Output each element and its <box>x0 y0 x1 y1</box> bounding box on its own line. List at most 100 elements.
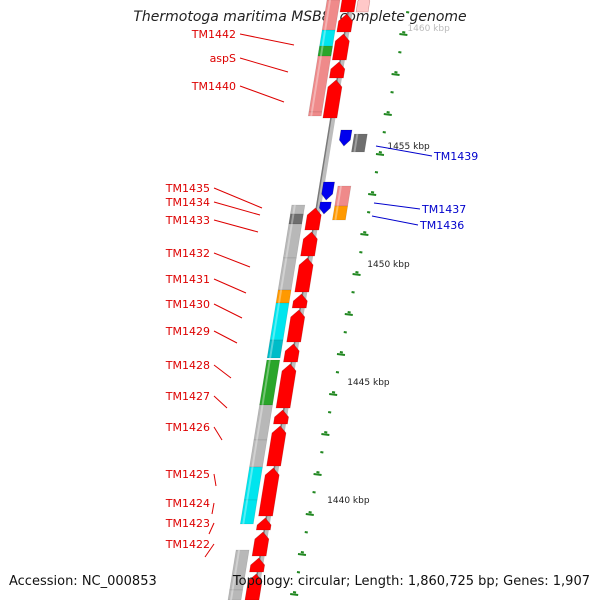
feature-block-tm1426 <box>249 439 268 468</box>
minor-tick <box>335 371 340 374</box>
feature-block-tm1439-shine <box>353 134 359 152</box>
feature-block-tm1424 <box>239 499 258 525</box>
feature-block-tm1426-shine <box>251 440 258 467</box>
leader-tm1434 <box>213 201 261 216</box>
minor-tick <box>320 451 324 454</box>
minor-tick <box>359 251 363 254</box>
leader-tm1440 <box>239 85 285 103</box>
forward-arrow-5 <box>304 207 322 231</box>
gene-label-tm1436: TM1436 <box>419 219 464 232</box>
gene-label-tm1425: TM1425 <box>165 468 210 481</box>
feature-block-tm1440 <box>307 111 323 117</box>
feature-block-top-shine <box>324 0 331 30</box>
forward-arrow-1 <box>336 13 353 33</box>
feature-block-tm1432 <box>277 257 297 291</box>
feature-block-tm1435-shine <box>292 205 296 214</box>
forward-arrow-17 <box>249 557 265 573</box>
label-leaders <box>204 33 433 558</box>
feature-block-tm1440-shine <box>310 112 313 116</box>
minor-tick <box>343 331 347 334</box>
forward-arrow-18 <box>244 573 263 600</box>
leader-tm1427 <box>213 395 228 409</box>
minor-tick <box>382 131 386 134</box>
feature-block-tm1432-shine <box>280 258 288 290</box>
map-title: Thermotoga maritima MSB8, complete genom… <box>133 9 467 25</box>
leader-tm1423 <box>208 522 215 535</box>
forward-arrow-12 <box>273 409 289 425</box>
minor-tick <box>331 391 336 394</box>
leader-tm1422 <box>204 543 215 558</box>
feature-block-top <box>321 0 341 31</box>
forward-arrow-8 <box>291 293 308 309</box>
forward-arrow-6 <box>300 231 318 257</box>
forward-arrow-10 <box>283 343 300 363</box>
feature-block-tm1422 <box>227 589 243 600</box>
leader-tm1430 <box>213 303 243 319</box>
gene-label-tm1429: TM1429 <box>165 325 210 338</box>
genome-summary-text: Topology: circular; Length: 1,860,725 bp… <box>232 574 590 589</box>
feature-block-tm1424-shine <box>242 500 249 524</box>
feature-block-green-strip-shine <box>319 46 324 56</box>
tick-track: 1460 kbp 1455 kbp 1450 kbp 1445 kbp 1440 kbp <box>290 11 450 596</box>
minor-tick <box>366 211 371 214</box>
major-tick <box>290 593 299 596</box>
minor-tick <box>308 511 312 514</box>
minor-tick <box>327 411 332 414</box>
minor-tick <box>347 311 351 314</box>
feature-block-tm1434 <box>288 213 304 225</box>
leader-tm1439 <box>375 145 433 157</box>
feature-block-tm1430 <box>269 302 290 341</box>
leader-tm1442 <box>239 33 295 46</box>
feature-block-tm1427-shine <box>255 405 264 440</box>
feature-block-tm1437-shine <box>336 186 342 206</box>
reverse-arrow-tm1439 <box>339 129 353 147</box>
gene-label-tm1423: TM1423 <box>165 517 210 530</box>
forward-arrow-15 <box>255 517 272 531</box>
feature-block-tm1431 <box>275 289 292 304</box>
leader-tm1428 <box>213 364 232 379</box>
feature-block-tm1434-shine <box>290 214 295 224</box>
gene-arrows <box>244 0 371 600</box>
feature-block-tm1433-shine <box>285 224 293 258</box>
leader-tm1431 <box>213 278 247 294</box>
leader-tm1433 <box>213 219 259 233</box>
minor-tick <box>351 291 355 294</box>
major-tick <box>344 313 353 316</box>
gene-label-asps: aspS <box>210 52 236 65</box>
gene-label-tm1432: TM1432 <box>165 247 210 260</box>
leader-tm1432 <box>213 252 251 268</box>
major-tick <box>360 233 369 236</box>
feature-block-tm1437 <box>334 185 352 207</box>
major-tick <box>336 353 346 356</box>
gene-label-tm1433: TM1433 <box>165 214 210 227</box>
feature-block-tm1425 <box>243 466 263 501</box>
gene-label-tm1430: TM1430 <box>165 298 210 311</box>
accession-text: Accession: NC_000853 <box>9 574 157 589</box>
feature-block-tm1425-shine <box>246 467 254 500</box>
minor-tick <box>300 551 305 554</box>
gene-label-tm1422: TM1422 <box>165 538 210 551</box>
feature-block-tm1429-shine <box>269 340 275 358</box>
minor-tick <box>390 91 394 94</box>
scale-label: 1445 kbp <box>347 378 390 388</box>
major-tick <box>313 473 322 476</box>
major-tick <box>305 513 314 516</box>
feature-block-tm1431-shine <box>278 290 283 303</box>
scale-label: 1440 kbp <box>327 496 370 506</box>
forward-arrow-7 <box>294 257 314 293</box>
feature-blocks <box>227 0 368 600</box>
scale-label: 1460 kbp <box>407 24 450 34</box>
minor-tick <box>370 191 375 194</box>
leader-tm1435 <box>213 187 263 209</box>
major-tick <box>297 553 307 556</box>
forward-arrow-11 <box>275 363 297 409</box>
gene-label-tm1442: TM1442 <box>191 28 236 41</box>
forward-arrow-4 <box>322 79 343 119</box>
gene-label-tm1428: TM1428 <box>165 359 210 372</box>
major-tick <box>329 393 338 396</box>
minor-tick <box>378 151 383 154</box>
leader-tm1437 <box>373 202 421 210</box>
feature-block-tm1435 <box>290 204 306 215</box>
minor-tick <box>316 471 320 474</box>
scale-label: 1455 kbp <box>387 142 430 152</box>
